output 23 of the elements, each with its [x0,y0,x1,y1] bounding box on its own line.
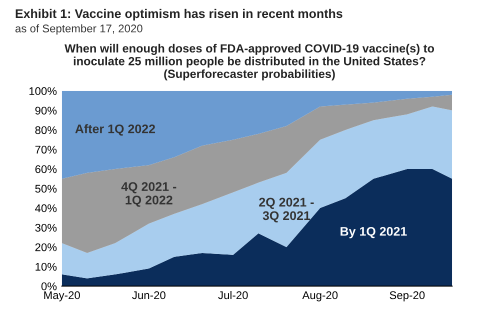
chart-subtitle: as of September 17, 2020 [15,24,142,35]
y-tick-label: 30% [35,224,57,232]
series-label: By 1Q 2021 [340,226,407,238]
series-label: 4Q 2021 - 1Q 2022 [121,182,176,207]
series-label: After 1Q 2022 [75,124,156,136]
y-tick-label: 0% [41,282,57,290]
series-label: 2Q 2021 - 3Q 2021 [259,198,314,222]
x-tick-label: Jul-20 [218,290,248,300]
y-tick-label: 10% [36,262,57,271]
y-tick-label: 50% [35,184,57,193]
text: When will enough doses of FDA-approved COVID-19 vaccine(s) to inoculate 25 million people be distributed in the United States? (Superforecaster probabilities) [64,44,434,80]
chart-title: Exhibit 1: Vaccine optimism has risen in recent months [16,8,342,21]
x-tick-label: Sep-20 [390,291,425,302]
y-tick-label: 40% [35,204,57,212]
y-tick-label: 100% [29,87,57,96]
y-tick-label: 70% [35,146,57,154]
y-tick-label: 90% [35,106,57,115]
x-tick-label: Jun-20 [132,291,166,300]
x-tick-label: Aug-20 [302,291,338,302]
x-tick-label: May-20 [44,291,80,302]
y-tick-label: 60% [35,165,57,174]
y-tick-label: 20% [35,243,57,252]
y-tick-label: 80% [35,126,57,134]
